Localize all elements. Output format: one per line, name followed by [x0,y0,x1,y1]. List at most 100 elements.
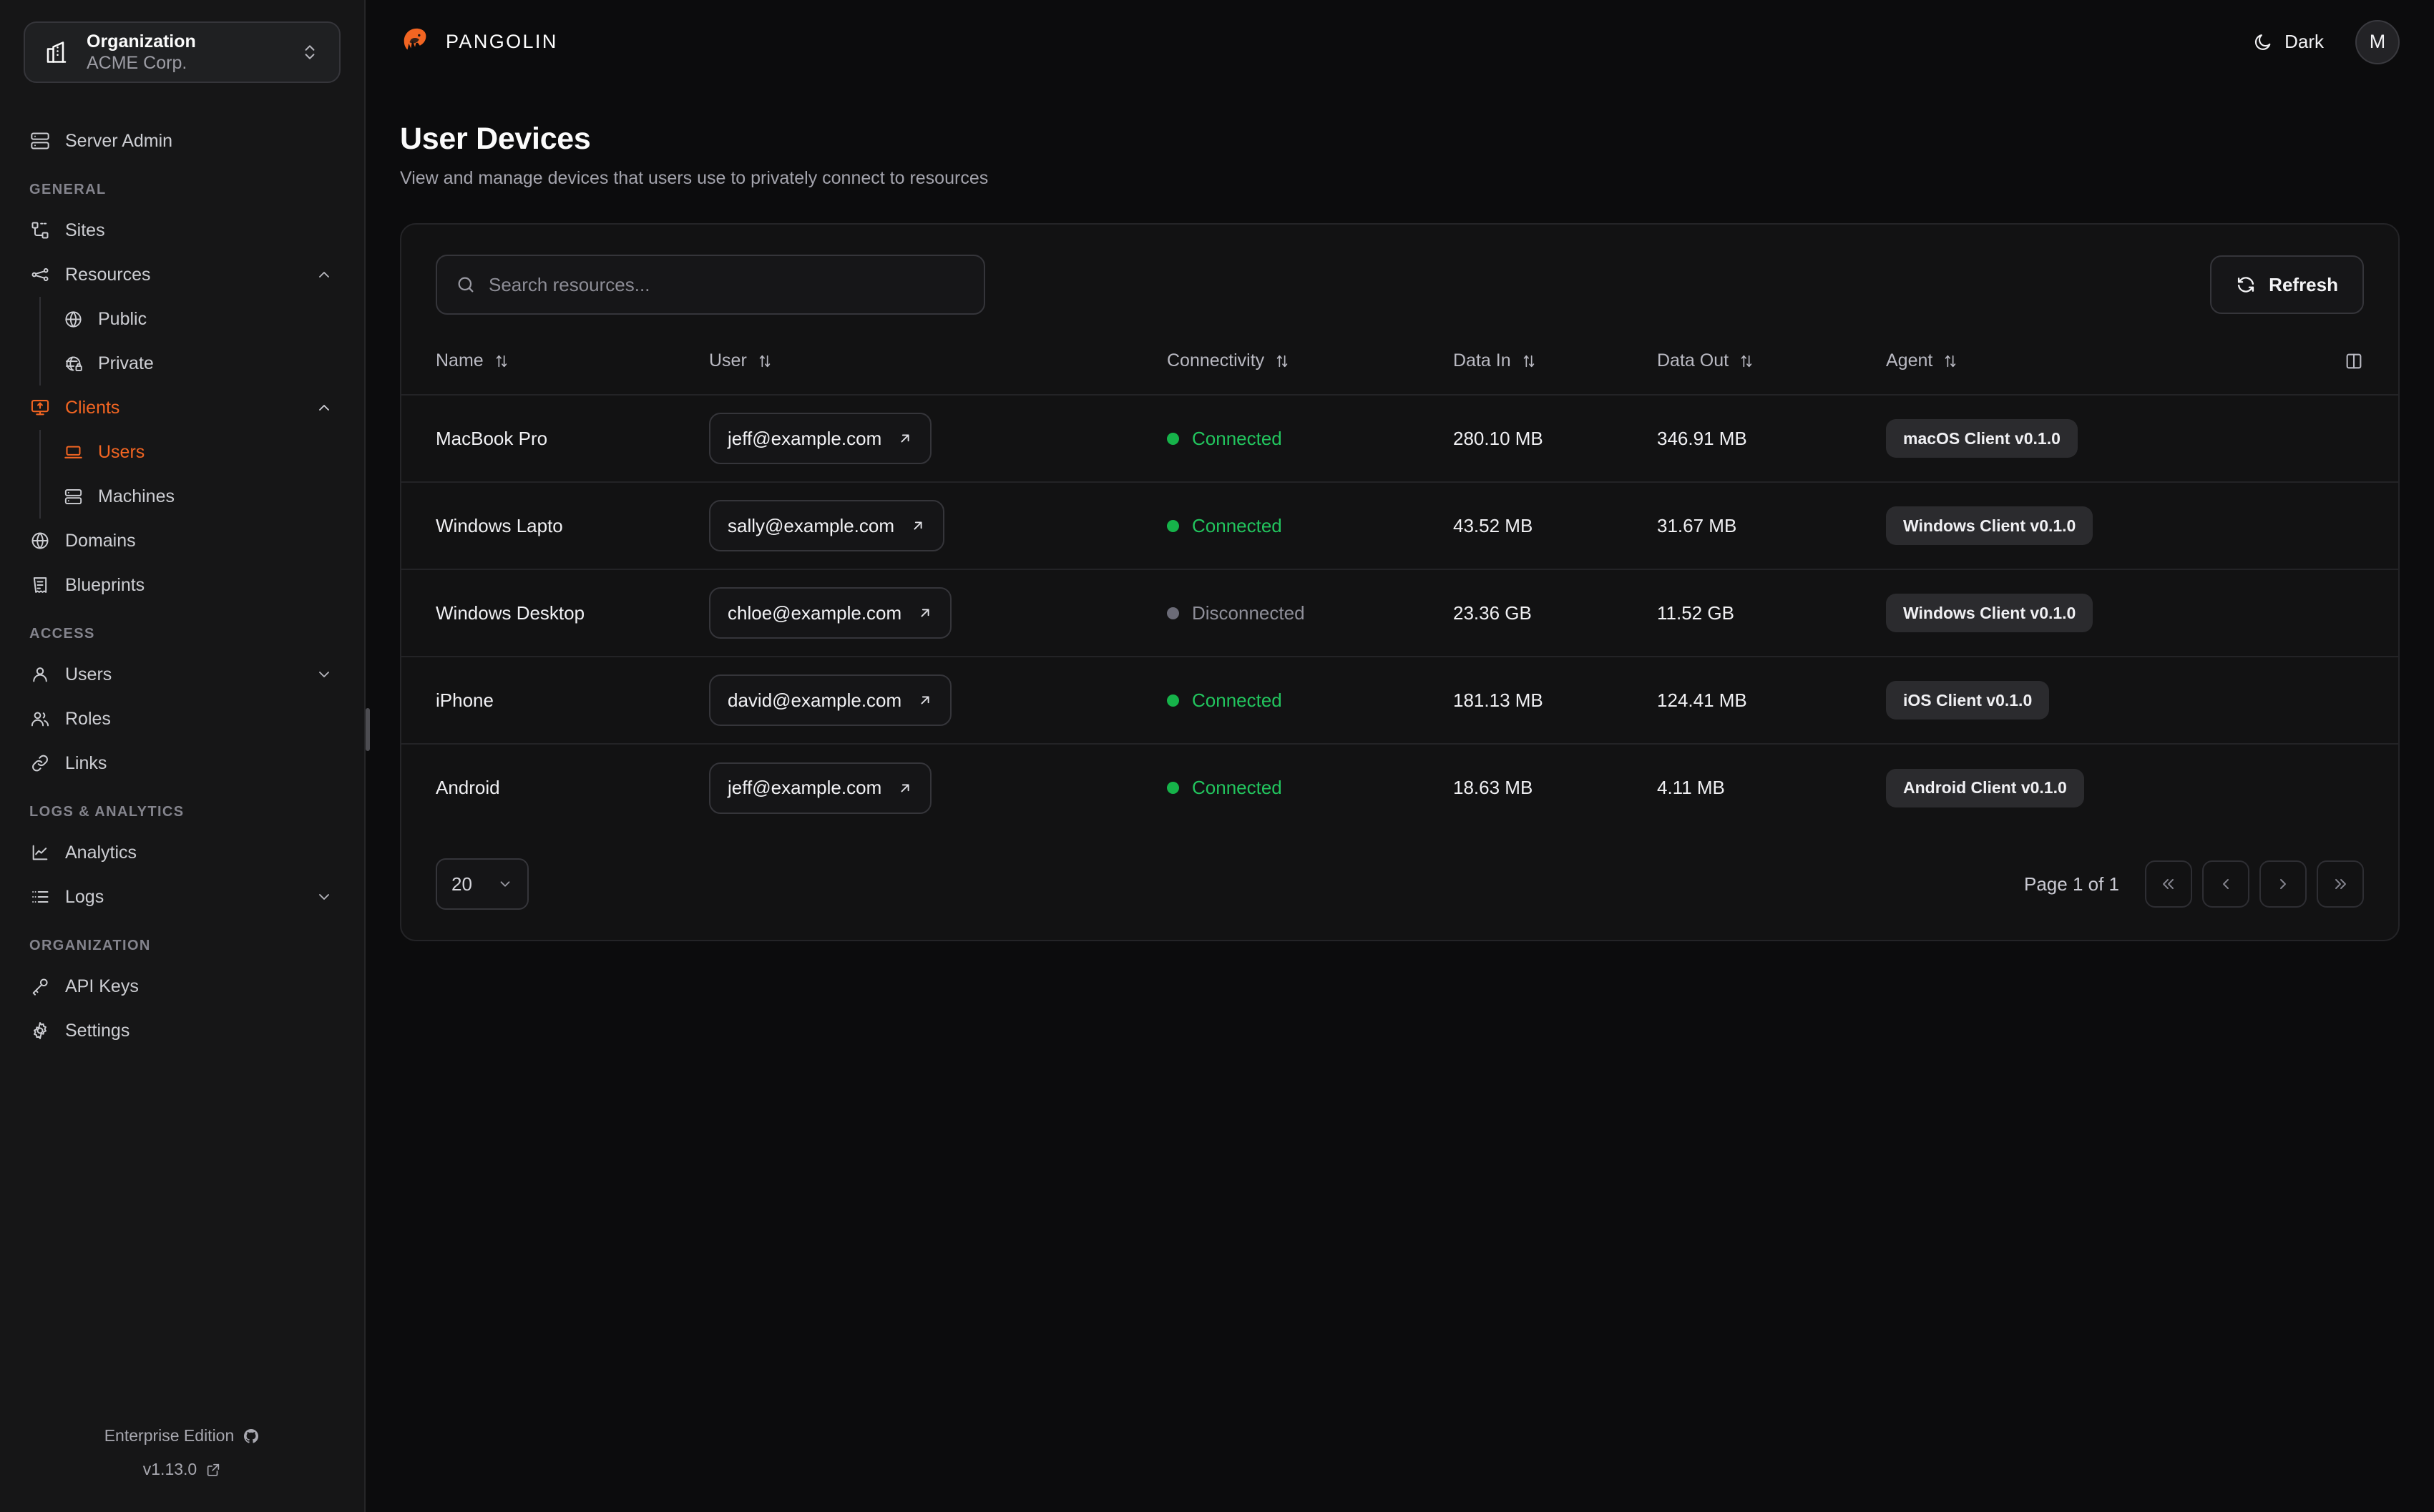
user-link[interactable]: david@example.com [709,674,952,726]
user-email: sally@example.com [728,514,895,536]
version-line[interactable]: v1.13.0 [143,1460,221,1479]
sort-icon[interactable] [1521,353,1537,369]
columns-icon[interactable] [2344,351,2364,371]
sort-icon[interactable] [494,353,509,369]
page-size-value: 20 [451,873,472,895]
sidebar-item-roles[interactable]: Roles [24,697,341,741]
sidebar-item-links[interactable]: Links [24,741,341,785]
sort-icon[interactable] [1739,353,1754,369]
next-page-button[interactable] [2259,860,2307,908]
search-input[interactable] [489,273,965,296]
sort-icon[interactable] [757,353,773,369]
sidebar-item-sites[interactable]: Sites [24,208,341,252]
external-link-icon [917,605,933,621]
sidebar-item-resources[interactable]: Resources [24,252,341,297]
first-page-button[interactable] [2145,860,2192,908]
sidebar-item-settings[interactable]: Settings [24,1008,341,1053]
chevron-up-icon[interactable] [313,399,335,416]
sidebar-item-analytics[interactable]: Analytics [24,830,341,875]
sidebar-item-public[interactable]: Public [57,297,341,341]
sidebar-item-blueprints[interactable]: Blueprints [24,563,341,607]
org-switcher[interactable]: Organization ACME Corp. [24,21,341,83]
external-link-icon[interactable] [205,1462,221,1478]
page-size-select[interactable]: 20 [436,858,529,910]
column-label: Name [436,350,484,370]
sidebar-item-users-access[interactable]: Users [24,652,341,697]
sites-icon [29,220,51,241]
sidebar-group-general: GENERAL [29,182,107,197]
column-header-user[interactable]: User [709,340,1167,395]
github-icon[interactable] [243,1428,260,1445]
brand[interactable]: PANGOLIN [400,26,558,59]
user-link[interactable]: jeff@example.com [709,413,932,464]
edition-line[interactable]: Enterprise Edition [104,1426,260,1445]
last-page-button[interactable] [2317,860,2364,908]
cell-options[interactable] [2312,656,2398,744]
chevron-up-down-icon[interactable] [298,43,322,62]
sidebar-footer: Enterprise Edition v1.13.0 [0,1426,364,1512]
sidebar-item-clients[interactable]: Clients [24,386,341,430]
brand-name: PANGOLIN [446,31,558,52]
table-row[interactable]: MacBook Pro jeff@example.com [401,394,2398,482]
page-header: User Devices View and manage devices tha… [366,84,2434,189]
refresh-label: Refresh [2269,273,2338,295]
cell-agent: Windows Client v0.1.0 [1886,569,2312,657]
sidebar-item-label: Analytics [65,842,137,863]
agent-badge: Android Client v0.1.0 [1886,768,2084,807]
cell-data-in: 43.52 MB [1453,481,1657,569]
sidebar-resize-handle[interactable] [366,708,370,751]
chevron-up-icon[interactable] [313,266,335,283]
sidebar-group-access: ACCESS [29,626,95,642]
sidebar-item-label: Links [65,752,107,773]
chevron-down-icon [497,876,513,892]
user-link[interactable]: chloe@example.com [709,587,952,639]
theme-label: Dark [2284,31,2324,52]
sidebar-item-domains[interactable]: Domains [24,519,341,563]
refresh-button[interactable]: Refresh [2210,255,2364,314]
sort-icon[interactable] [1274,353,1290,369]
sidebar-item-private[interactable]: Private [57,341,341,386]
user-email: david@example.com [728,689,902,711]
cell-options[interactable] [2312,743,2398,831]
sidebar-item-api-keys[interactable]: API Keys [24,964,341,1008]
globe-icon [62,308,84,330]
avatar[interactable]: M [2355,19,2400,64]
table-row[interactable]: Windows Desktop chloe@example.com [401,569,2398,657]
column-header-data-out[interactable]: Data Out [1657,340,1886,395]
cell-connectivity: Connected [1167,656,1453,744]
sort-icon[interactable] [1942,353,1958,369]
column-header-agent[interactable]: Agent [1886,340,2312,395]
chevron-down-icon[interactable] [313,888,335,905]
prev-page-button[interactable] [2202,860,2249,908]
user-link[interactable]: sally@example.com [709,500,945,551]
column-header-name[interactable]: Name [401,340,709,395]
sidebar-item-machines[interactable]: Machines [57,474,341,519]
devices-table: Name User [401,340,2398,831]
user-link[interactable]: jeff@example.com [709,762,932,814]
cell-options[interactable] [2312,481,2398,569]
agent-badge: Windows Client v0.1.0 [1886,594,2093,632]
sidebar-item-server-admin[interactable]: Server Admin [24,119,341,163]
external-link-icon [910,518,926,534]
column-label: User [709,350,747,370]
sidebar-item-label: Public [98,308,147,329]
search-box[interactable] [436,255,985,315]
sidebar-item-logs[interactable]: Logs [24,875,341,919]
cell-user: chloe@example.com [709,569,1167,657]
theme-toggle[interactable]: Dark [2243,24,2334,60]
column-header-data-in[interactable]: Data In [1453,340,1657,395]
table-row[interactable]: Android jeff@example.com [401,743,2398,831]
cell-user: jeff@example.com [709,394,1167,482]
cell-agent: iOS Client v0.1.0 [1886,656,2312,744]
cell-options[interactable] [2312,394,2398,482]
table-body: MacBook Pro jeff@example.com [401,394,2398,831]
status-dot-icon [1167,694,1179,707]
cell-options[interactable] [2312,569,2398,657]
table-row[interactable]: Windows Lapto sally@example.com [401,481,2398,569]
sidebar-item-users-clients[interactable]: Users [57,430,341,474]
column-header-options[interactable] [2312,340,2398,395]
chevron-down-icon[interactable] [313,666,335,683]
column-header-connectivity[interactable]: Connectivity [1167,340,1453,395]
cell-connectivity: Disconnected [1167,569,1453,657]
table-row[interactable]: iPhone david@example.com [401,656,2398,744]
